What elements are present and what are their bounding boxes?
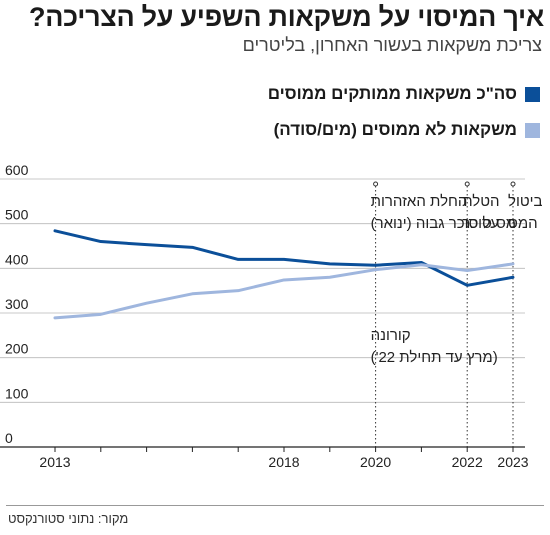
- annotation-text: קורונה: [371, 327, 411, 344]
- annotation-text: (מרץ עד תחילת 22'): [371, 349, 498, 366]
- x-tick-label: 2023: [497, 454, 528, 470]
- source-note: מקור: נתוני סטורנקסט: [8, 511, 129, 526]
- legend-swatch-unsweetened: [525, 122, 540, 138]
- legend-label-sweetened: סה"כ משקאות ממותקים ממוסים: [267, 84, 517, 103]
- y-tick-label: 500: [5, 207, 29, 223]
- x-tick-label: 2018: [268, 454, 299, 470]
- legend-item-sweetened: סה"כ משקאות ממותקים ממוסים: [268, 84, 540, 104]
- annotation-text: הטלת: [462, 193, 499, 210]
- chart-title: איך המיסוי על משקאות השפיע על הצריכה?: [29, 2, 544, 32]
- annotation-text: על סוכר גבוה (ינואר): [371, 215, 500, 232]
- y-tick-label: 600: [5, 162, 29, 178]
- chart-legend: סה"כ משקאות ממותקים ממוסים משקאות לא ממו…: [268, 84, 540, 156]
- x-tick-label: 2013: [39, 454, 70, 470]
- annotation-text: מס סוכר: [462, 215, 516, 232]
- annotation-text: החלת האזהרות: [371, 193, 468, 210]
- series-line-unsweetened: [53, 262, 515, 320]
- y-tick-label: 300: [5, 296, 29, 312]
- annotation-text: ביטול: [508, 193, 543, 210]
- y-tick-label: 100: [5, 385, 29, 401]
- legend-item-unsweetened: משקאות לא ממוסים (מים/סודה): [268, 120, 540, 140]
- x-tick-label: 2022: [452, 454, 483, 470]
- series-line-sweetened: [53, 229, 515, 287]
- chart-subtitle: צריכת משקאות בעשור האחרון, בליטרים: [242, 35, 542, 55]
- event-marker-cap: [373, 181, 379, 187]
- legend-swatch-sweetened: [525, 86, 540, 102]
- annotation-text: המס: [508, 215, 538, 232]
- y-tick-label: 200: [5, 341, 29, 357]
- y-tick-label: 400: [5, 251, 29, 267]
- event-marker-cap: [510, 181, 516, 187]
- event-marker-cap: [464, 181, 470, 187]
- x-tick-label: 2020: [360, 454, 391, 470]
- y-tick-label: 0: [5, 430, 13, 446]
- source-divider: [6, 505, 544, 506]
- legend-label-unsweetened: משקאות לא ממוסים (מים/סודה): [273, 120, 517, 139]
